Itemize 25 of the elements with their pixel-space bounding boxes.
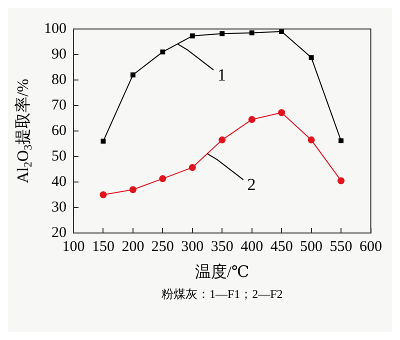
x-axis-title: 温度/℃ <box>194 263 250 282</box>
x-tick-label: 450 <box>270 238 293 255</box>
x-tick-label: 600 <box>360 238 382 255</box>
series-label: 1 <box>218 65 226 84</box>
y-tick-label: 100 <box>44 20 66 37</box>
text: 2 <box>247 175 256 194</box>
y-tick-label: 20 <box>52 224 66 241</box>
x-tick-label: 300 <box>181 238 204 255</box>
x-tick-label: 400 <box>240 238 264 255</box>
y-tick-label: 80 <box>52 72 66 88</box>
y-tick-label: 30 <box>52 199 66 216</box>
x-tick-label: 500 <box>300 238 323 255</box>
x-tick-label: 550 <box>330 238 352 255</box>
y-tick-label: 70 <box>52 97 66 114</box>
x-tick-label: 350 <box>210 238 234 255</box>
x-tick-label: 150 <box>92 238 114 255</box>
y-tick-label: 90 <box>52 46 66 62</box>
y-tick-label: 40 <box>52 174 66 190</box>
y-tick-label: 60 <box>52 122 66 139</box>
text: 粉煤灰：1—F1；2—F2 <box>161 287 283 302</box>
x-tick-label: 100 <box>62 238 85 255</box>
y-tick-label: 50 <box>52 148 66 164</box>
x-tick-label: 250 <box>151 238 174 255</box>
x-tick-label: 200 <box>122 238 144 255</box>
y-axis-title: Al2O3提取率/% <box>14 78 35 184</box>
